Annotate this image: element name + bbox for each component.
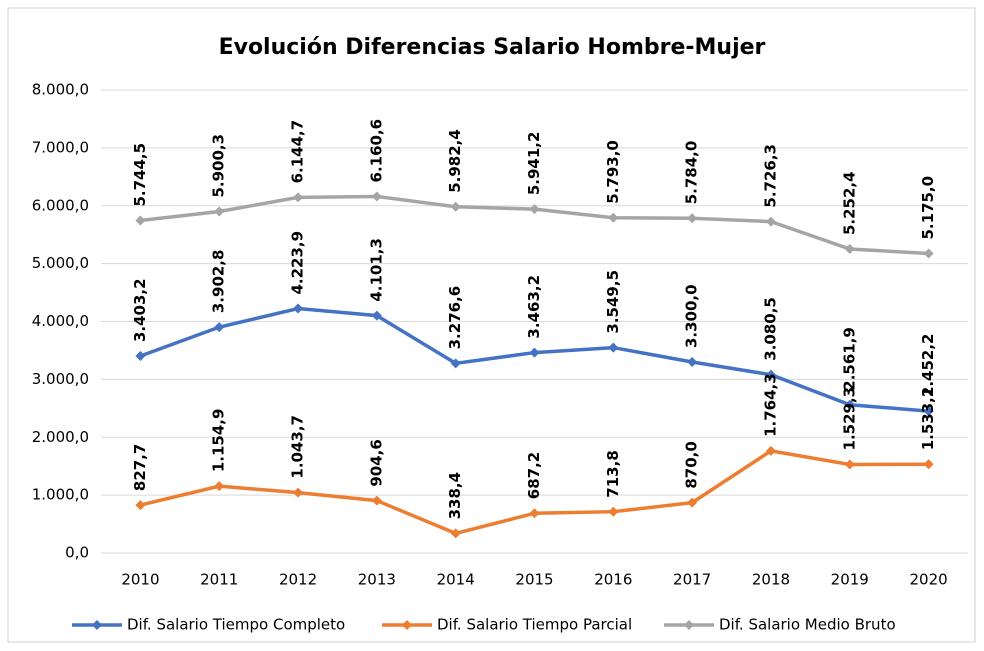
marker <box>293 192 304 203</box>
y-tick-label: 6.000,0 <box>32 196 89 214</box>
data-label: 5.900,3 <box>210 134 228 198</box>
marker <box>214 481 225 492</box>
chart-border <box>7 7 976 643</box>
marker <box>293 487 304 498</box>
marker <box>687 357 698 368</box>
marker <box>371 495 382 506</box>
y-tick-label: 2.000,0 <box>32 428 89 446</box>
data-label: 338,4 <box>446 472 464 519</box>
marker <box>371 191 382 202</box>
y-tick-label: 8.000,0 <box>32 81 89 99</box>
marker <box>923 459 934 470</box>
marker <box>135 500 146 511</box>
data-label: 5.941,2 <box>525 132 543 196</box>
marker <box>214 322 225 333</box>
legend-marker <box>402 620 412 630</box>
data-label: 5.252,4 <box>840 171 858 235</box>
marker <box>844 244 855 255</box>
marker <box>844 459 855 470</box>
data-label: 5.784,0 <box>683 141 701 205</box>
marker <box>371 310 382 321</box>
data-label: 3.463,2 <box>525 275 543 339</box>
y-tick-label: 4.000,0 <box>32 312 89 330</box>
x-tick-label: 2014 <box>437 571 475 589</box>
y-tick-label: 5.000,0 <box>32 254 89 272</box>
data-label: 904,6 <box>367 439 385 486</box>
x-tick-label: 2015 <box>515 571 553 589</box>
legend-label: Dif. Salario Tiempo Parcial <box>437 616 632 634</box>
data-label: 3.902,8 <box>210 250 228 314</box>
data-label: 5.982,4 <box>446 129 464 193</box>
data-label: 3.080,5 <box>761 297 779 361</box>
marker <box>529 347 540 358</box>
data-label: 1.154,9 <box>210 409 228 473</box>
marker <box>923 248 934 259</box>
data-label: 2.561,9 <box>840 327 858 391</box>
x-tick-label: 2016 <box>594 571 632 589</box>
data-label: 5.175,0 <box>919 176 937 240</box>
marker <box>135 215 146 226</box>
data-label: 687,2 <box>525 452 543 499</box>
data-label: 3.403,2 <box>131 278 149 342</box>
chart-title: Evolución Diferencias Salario Hombre-Muj… <box>219 35 766 60</box>
data-label: 827,7 <box>131 444 149 491</box>
marker <box>608 506 619 517</box>
data-label: 1.533,1 <box>919 387 937 451</box>
data-label: 4.101,3 <box>367 238 385 302</box>
y-tick-label: 7.000,0 <box>32 138 89 156</box>
marker <box>450 358 461 369</box>
data-label: 713,8 <box>604 450 622 497</box>
marker <box>765 216 776 227</box>
data-label: 5.744,5 <box>131 143 149 207</box>
x-tick-label: 2019 <box>831 571 869 589</box>
data-label: 870,0 <box>683 441 701 488</box>
data-label: 1.764,3 <box>761 373 779 437</box>
legend-marker <box>92 620 102 630</box>
x-tick-label: 2018 <box>752 571 790 589</box>
legend-marker <box>684 620 694 630</box>
data-label: 4.223,9 <box>289 231 307 295</box>
x-tick-label: 2017 <box>673 571 711 589</box>
data-label: 5.726,3 <box>761 144 779 208</box>
legend-label: Dif. Salario Tiempo Completo <box>127 616 345 634</box>
marker <box>923 406 934 417</box>
data-label: 2.452,2 <box>919 333 937 397</box>
y-tick-label: 1.000,0 <box>32 486 89 504</box>
y-tick-label: 0,0 <box>65 544 89 562</box>
data-label: 1.043,7 <box>289 415 307 479</box>
marker <box>529 204 540 215</box>
data-label: 3.300,0 <box>683 284 701 348</box>
data-label: 6.144,7 <box>289 120 307 184</box>
x-tick-label: 2013 <box>358 571 396 589</box>
x-tick-label: 2011 <box>200 571 238 589</box>
marker <box>687 213 698 224</box>
marker <box>844 399 855 410</box>
marker <box>608 342 619 353</box>
marker <box>608 212 619 223</box>
x-tick-label: 2010 <box>121 571 159 589</box>
x-tick-label: 2020 <box>909 571 947 589</box>
marker <box>687 497 698 508</box>
data-label: 1.529,3 <box>840 387 858 451</box>
data-label: 3.549,5 <box>604 270 622 334</box>
legend-label: Dif. Salario Medio Bruto <box>719 616 896 634</box>
marker <box>529 508 540 519</box>
marker <box>765 369 776 380</box>
marker <box>450 528 461 539</box>
data-label: 5.793,0 <box>604 140 622 204</box>
data-label: 6.160,6 <box>367 119 385 183</box>
data-label: 3.276,6 <box>446 286 464 350</box>
y-tick-label: 3.000,0 <box>32 370 89 388</box>
marker <box>214 206 225 217</box>
marker <box>450 201 461 212</box>
marker <box>765 445 776 456</box>
marker <box>135 351 146 362</box>
marker <box>293 303 304 314</box>
x-tick-label: 2012 <box>279 571 317 589</box>
